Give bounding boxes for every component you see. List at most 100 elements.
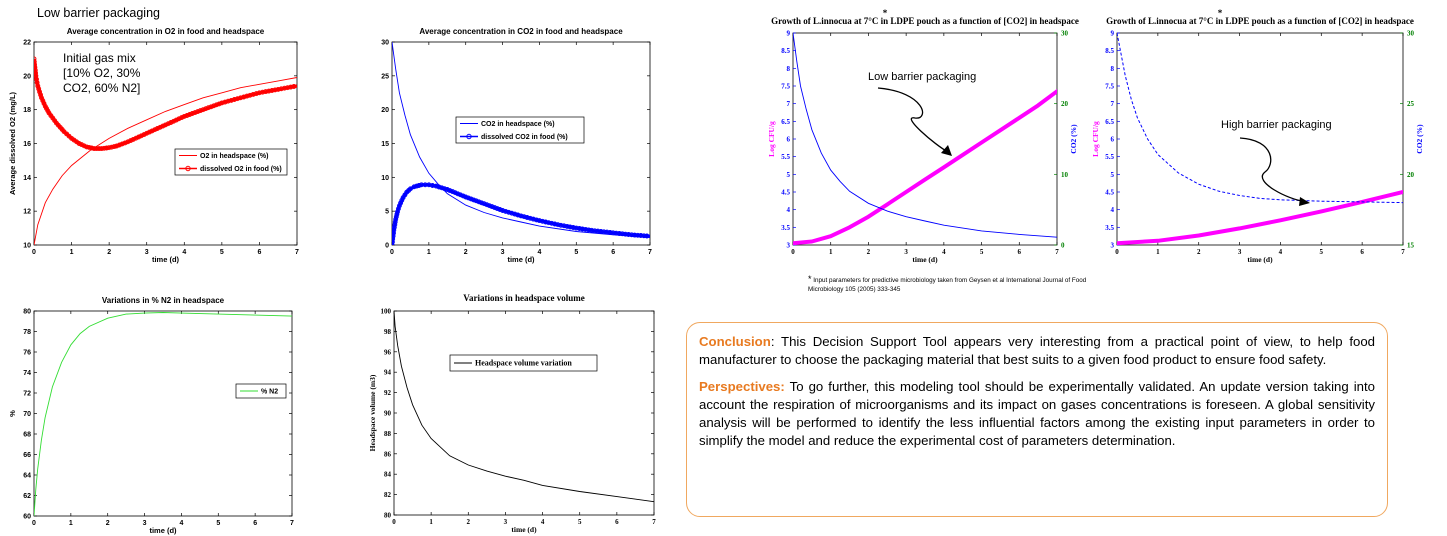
series-marker [393,216,399,222]
y-tick-label: 3 [1111,242,1115,250]
x-tick-label: 6 [615,518,619,526]
x-tick-label: 3 [145,249,149,256]
footnote: * Input parameters for predictive microb… [808,275,1108,294]
series-marker [81,143,87,149]
series-marker [455,191,461,197]
legend-box [174,148,288,176]
x-tick-label: 0 [791,248,795,256]
series-marker [573,225,579,231]
series-marker [91,146,97,152]
x-tick-label: 4 [1279,248,1283,256]
y2-axis-label: CO2 (%) [1415,124,1424,154]
series-marker [94,146,100,152]
y-tick-label: 80 [384,512,392,520]
y-tick-label: 3 [787,242,791,250]
x-tick-label: 0 [32,249,36,256]
series-marker [34,67,38,73]
series-marker [114,143,120,149]
series-marker [638,233,644,238]
series-marker [187,112,193,117]
legend-box [235,383,287,399]
series-marker [395,206,401,212]
series-marker [395,209,400,215]
series-marker [260,89,266,95]
series-marker [486,203,492,209]
series-marker [644,233,650,239]
series-marker [189,111,195,116]
perspectives-text: To go further, this modeling tool should… [699,379,1375,448]
x-tick-label: 2 [464,249,468,256]
y-tick-label: 68 [23,432,31,439]
y-tick-label: 6.5 [781,118,790,126]
y-axis-label: Log CFU/g [767,121,776,157]
y-tick-label: 100 [381,308,392,316]
series-marker [35,83,41,89]
series-group [34,312,292,516]
series-marker [399,197,405,203]
title-mark: * [1218,8,1223,18]
series-marker [392,222,398,228]
x-tick-label: 3 [1238,248,1242,256]
plot-frame [393,310,655,516]
series-marker [278,86,284,92]
annotation-text: Initial gas mix [63,51,136,65]
series-marker [601,229,607,235]
series-marker [181,113,187,119]
series-marker [168,120,174,125]
series-marker [465,195,471,201]
x-tick-label: 0 [32,520,36,527]
chart-title: Average concentration in O2 in food and … [67,27,265,36]
y-tick-label: 8.5 [781,47,790,55]
arrow-high-barrier-head [1299,197,1310,206]
legend-box [449,354,598,372]
conclusion-text: : This Decision Support Tool appears ver… [699,334,1375,367]
series-marker [84,144,90,150]
y-tick-label: 5.5 [781,153,790,161]
x-tick-label: 2 [107,249,111,256]
series-marker [398,200,404,206]
legend: CO2 in headspace (%) dissolved CO2 in foo… [455,116,585,144]
series-marker [607,230,613,235]
series-marker [436,184,442,190]
y-tick-label: 96 [384,348,392,356]
series-marker [468,196,474,202]
series-marker [176,116,182,122]
series-marker [34,64,38,70]
series-marker [530,216,536,222]
series-marker [497,207,503,212]
series-marker [549,220,555,226]
x-tick-label: 4 [537,249,541,256]
chart-title: Growth of L.innocua at 7°C in LDPE pouch… [1106,16,1414,26]
series-marker [39,95,44,101]
plot-frame [792,32,1058,246]
series-marker [141,132,147,138]
y-tick-label: 4 [787,206,791,214]
plot-frame [1116,32,1404,246]
series-marker [471,197,477,203]
series-marker [536,218,542,224]
series-marker [269,88,275,93]
y-tick-label: 80 [23,309,31,316]
y-tick-label: 5.5 [1105,153,1114,161]
x-tick-label: 5 [574,249,578,256]
series-marker [219,100,225,106]
series-marker [152,127,158,133]
series-marker [211,103,217,109]
series-marker [133,135,139,141]
series-marker [392,224,397,230]
series-marker [101,145,107,151]
x-tick-label: 5 [220,249,224,256]
x-tick-label: 1 [69,520,73,527]
series-marker [632,232,638,238]
series-marker [484,202,490,208]
series-marker [235,96,240,102]
series-marker [160,123,166,129]
series-marker [34,59,37,65]
x-tick-label: 6 [1360,248,1364,256]
y-tick-label: 5 [385,209,389,216]
x-axis-label: time (d) [149,526,177,535]
chart-c6: 0 1 2 3 4 5 6 7 3 3.5 4 4.5 5 5.5 6 6.5 7 7.5 8 8.5 9 15 20 25 3… [1091,8,1424,264]
series-marker [37,89,43,95]
y-tick-label: 14 [23,175,31,182]
legend: O2 in headspace (%) dissolved O2 in food … [174,148,288,176]
